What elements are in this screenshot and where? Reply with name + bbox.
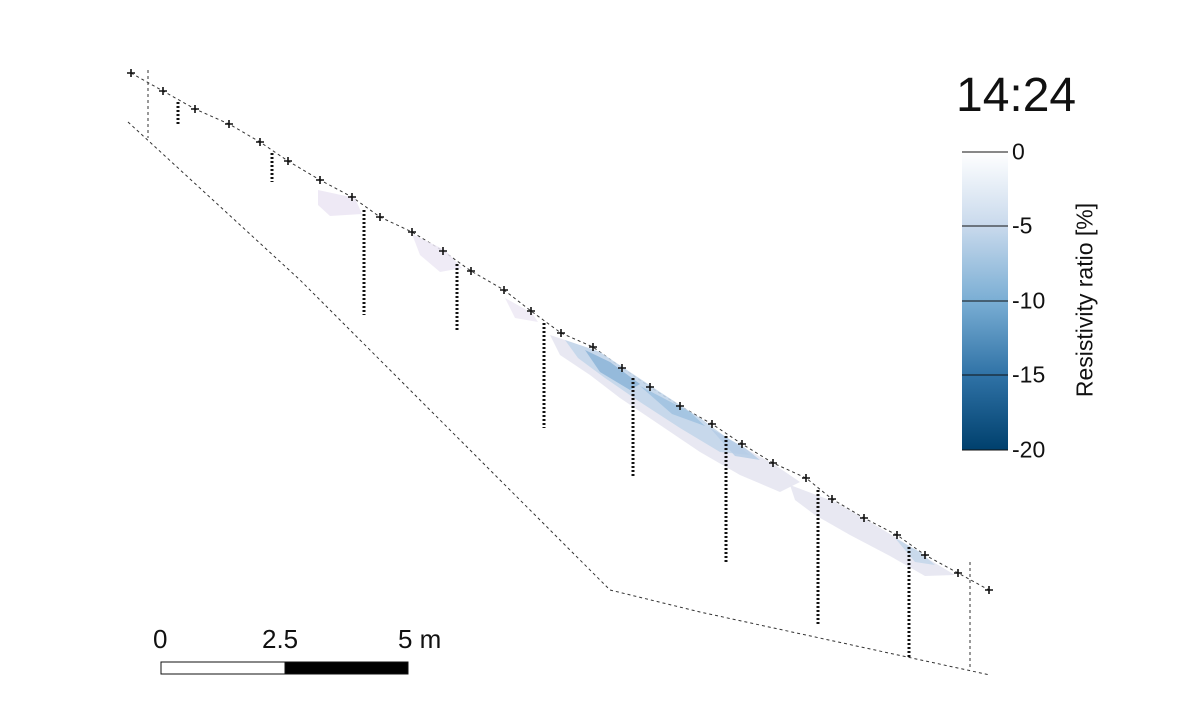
electrode-marker	[376, 213, 384, 221]
electrode-marker	[954, 569, 962, 577]
scale-bar	[160, 661, 409, 675]
colorbar-tick-label: -10	[1012, 287, 1046, 314]
scale-label-2-5: 2.5	[262, 624, 299, 654]
colorbar-tick-label: -20	[1012, 436, 1046, 463]
electrode-marker	[500, 286, 508, 294]
surface-line	[130, 72, 990, 591]
colorbar-tick-label: -5	[1012, 212, 1033, 239]
electrode-marker	[708, 420, 716, 428]
electrode-marker	[802, 474, 810, 482]
colorbar	[962, 151, 1008, 451]
electrode-marker	[769, 459, 777, 467]
electrode-marker	[467, 267, 475, 275]
electrodes	[127, 69, 993, 594]
colorbar-title-text: Resistivity ratio [%]	[1071, 202, 1098, 398]
scale-label-5m: 5 m	[398, 624, 442, 654]
electrode-marker	[348, 193, 356, 201]
electrode-marker	[557, 329, 565, 337]
bottom-boundary	[127, 121, 991, 676]
electrode-marker	[589, 343, 597, 351]
electrode-marker	[985, 586, 993, 594]
electrode-marker	[256, 138, 264, 146]
model-domain-outline	[127, 70, 991, 676]
electrode-marker	[127, 69, 135, 77]
electrode-marker	[284, 157, 292, 165]
colorbar-tick-label: -15	[1012, 361, 1046, 388]
colorbar-tick-label: 0	[1012, 138, 1025, 165]
electrode-marker	[860, 514, 868, 522]
electrode-marker	[159, 87, 167, 95]
scale-bar-white-segment	[160, 661, 286, 675]
electrode-marker	[225, 120, 233, 128]
electrode-marker	[921, 551, 929, 559]
scale-label-0: 0	[153, 624, 168, 654]
electrode-marker	[191, 105, 199, 113]
electrode-marker	[618, 364, 626, 372]
electrode-marker	[316, 176, 324, 184]
electrode-marker	[646, 383, 654, 391]
electrode-marker	[676, 402, 684, 410]
boreholes	[176, 102, 911, 658]
electrode-marker	[738, 440, 746, 448]
electrode-marker	[408, 228, 416, 236]
electrode-marker	[439, 247, 447, 255]
scale-bar-black-segment	[284, 661, 409, 675]
electrode-marker	[893, 531, 901, 539]
electrode-marker	[527, 307, 535, 315]
time-label: 14:24	[956, 69, 1077, 122]
resistivity-anomaly	[318, 190, 955, 576]
electrode-marker	[828, 495, 836, 503]
